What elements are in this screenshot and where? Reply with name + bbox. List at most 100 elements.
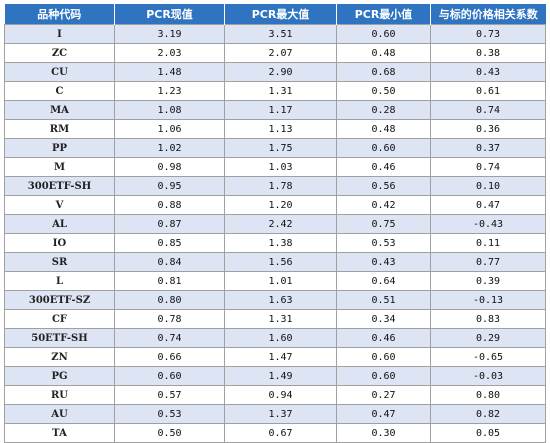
header-product-code: 品种代码: [4, 4, 115, 25]
cell-pcr-max: 1.75: [224, 138, 337, 158]
cell-pcr-max: 1.78: [224, 176, 337, 196]
cell-pcr-current: 0.57: [114, 385, 225, 405]
cell-pcr-min: 0.56: [336, 176, 431, 196]
cell-pcr-min: 0.46: [336, 157, 431, 177]
header-pcr-min: PCR最小值: [336, 4, 431, 25]
cell-pcr-min: 0.28: [336, 100, 431, 120]
cell-correlation: 0.83: [430, 309, 546, 329]
cell-pcr-current: 0.66: [114, 347, 225, 367]
cell-pcr-max: 1.49: [224, 366, 337, 386]
cell-pcr-max: 0.67: [224, 423, 337, 443]
cell-pcr-current: 0.81: [114, 271, 225, 291]
cell-correlation: 0.74: [430, 100, 546, 120]
cell-product-code: MA: [4, 100, 115, 120]
table-row: AL 0.87 2.42 0.75 -0.43: [4, 214, 546, 234]
table-row: 300ETF-SH 0.95 1.78 0.56 0.10: [4, 176, 546, 196]
cell-pcr-max: 2.42: [224, 214, 337, 234]
cell-correlation: 0.82: [430, 404, 546, 424]
cell-pcr-max: 1.31: [224, 81, 337, 101]
cell-correlation: 0.37: [430, 138, 546, 158]
table-row: SR 0.84 1.56 0.43 0.77: [4, 252, 546, 272]
cell-pcr-current: 0.87: [114, 214, 225, 234]
cell-pcr-current: 1.02: [114, 138, 225, 158]
cell-product-code: CU: [4, 62, 115, 82]
table-row: V 0.88 1.20 0.42 0.47: [4, 195, 546, 215]
cell-pcr-min: 0.75: [336, 214, 431, 234]
cell-pcr-min: 0.64: [336, 271, 431, 291]
cell-pcr-current: 0.95: [114, 176, 225, 196]
cell-product-code: M: [4, 157, 115, 177]
cell-pcr-max: 1.20: [224, 195, 337, 215]
cell-product-code: 300ETF-SH: [4, 176, 115, 196]
cell-pcr-max: 0.94: [224, 385, 337, 405]
cell-pcr-max: 1.31: [224, 309, 337, 329]
cell-pcr-max: 1.03: [224, 157, 337, 177]
cell-correlation: -0.43: [430, 214, 546, 234]
cell-correlation: 0.61: [430, 81, 546, 101]
cell-product-code: TA: [4, 423, 115, 443]
cell-pcr-min: 0.48: [336, 43, 431, 63]
cell-product-code: SR: [4, 252, 115, 272]
header-pcr-max: PCR最大值: [224, 4, 337, 25]
cell-correlation: 0.36: [430, 119, 546, 139]
cell-correlation: 0.73: [430, 24, 546, 44]
cell-pcr-current: 0.53: [114, 404, 225, 424]
cell-product-code: CF: [4, 309, 115, 329]
cell-product-code: I: [4, 24, 115, 44]
cell-pcr-min: 0.53: [336, 233, 431, 253]
cell-pcr-current: 0.80: [114, 290, 225, 310]
cell-pcr-current: 0.88: [114, 195, 225, 215]
cell-pcr-min: 0.27: [336, 385, 431, 405]
cell-pcr-max: 1.47: [224, 347, 337, 367]
cell-pcr-current: 0.98: [114, 157, 225, 177]
cell-product-code: RU: [4, 385, 115, 405]
table-row: C 1.23 1.31 0.50 0.61: [4, 81, 546, 101]
header-correlation: 与标的价格相关系数: [430, 4, 546, 25]
cell-product-code: 300ETF-SZ: [4, 290, 115, 310]
cell-pcr-min: 0.68: [336, 62, 431, 82]
table-row: RM 1.06 1.13 0.48 0.36: [4, 119, 546, 139]
cell-pcr-current: 1.06: [114, 119, 225, 139]
cell-pcr-current: 0.85: [114, 233, 225, 253]
cell-product-code: IO: [4, 233, 115, 253]
cell-pcr-max: 1.37: [224, 404, 337, 424]
cell-pcr-max: 1.56: [224, 252, 337, 272]
cell-pcr-min: 0.60: [336, 24, 431, 44]
cell-pcr-min: 0.60: [336, 347, 431, 367]
table-row: M 0.98 1.03 0.46 0.74: [4, 157, 546, 177]
table-body: I 3.19 3.51 0.60 0.73 ZC 2.03 2.07 0.48 0.38 CU 1.4…: [4, 24, 546, 443]
header-row: 品种代码 PCR现值 PCR最大值 PCR最小值 与标的价格相关系数: [4, 4, 546, 25]
cell-pcr-current: 0.60: [114, 366, 225, 386]
cell-correlation: 0.43: [430, 62, 546, 82]
table-row: I 3.19 3.51 0.60 0.73: [4, 24, 546, 44]
cell-pcr-current: 1.48: [114, 62, 225, 82]
cell-product-code: PG: [4, 366, 115, 386]
cell-pcr-max: 1.63: [224, 290, 337, 310]
pcr-table: 品种代码 PCR现值 PCR最大值 PCR最小值 与标的价格相关系数 I 3.19…: [4, 4, 546, 443]
cell-pcr-max: 1.13: [224, 119, 337, 139]
table-row: RU 0.57 0.94 0.27 0.80: [4, 385, 546, 405]
cell-pcr-max: 2.90: [224, 62, 337, 82]
table-row: TA 0.50 0.67 0.30 0.05: [4, 423, 546, 443]
table-row: ZC 2.03 2.07 0.48 0.38: [4, 43, 546, 63]
cell-product-code: 50ETF-SH: [4, 328, 115, 348]
cell-correlation: 0.74: [430, 157, 546, 177]
cell-correlation: 0.10: [430, 176, 546, 196]
table-row: IO 0.85 1.38 0.53 0.11: [4, 233, 546, 253]
cell-pcr-min: 0.50: [336, 81, 431, 101]
table-row: PP 1.02 1.75 0.60 0.37: [4, 138, 546, 158]
table-row: L 0.81 1.01 0.64 0.39: [4, 271, 546, 291]
cell-product-code: AL: [4, 214, 115, 234]
table-row: 50ETF-SH 0.74 1.60 0.46 0.29: [4, 328, 546, 348]
cell-correlation: 0.38: [430, 43, 546, 63]
cell-product-code: V: [4, 195, 115, 215]
cell-product-code: RM: [4, 119, 115, 139]
table-row: ZN 0.66 1.47 0.60 -0.65: [4, 347, 546, 367]
cell-pcr-min: 0.60: [336, 138, 431, 158]
cell-pcr-max: 1.01: [224, 271, 337, 291]
table-row: PG 0.60 1.49 0.60 -0.03: [4, 366, 546, 386]
table-row: 300ETF-SZ 0.80 1.63 0.51 -0.13: [4, 290, 546, 310]
cell-correlation: 0.80: [430, 385, 546, 405]
cell-product-code: C: [4, 81, 115, 101]
cell-pcr-min: 0.43: [336, 252, 431, 272]
